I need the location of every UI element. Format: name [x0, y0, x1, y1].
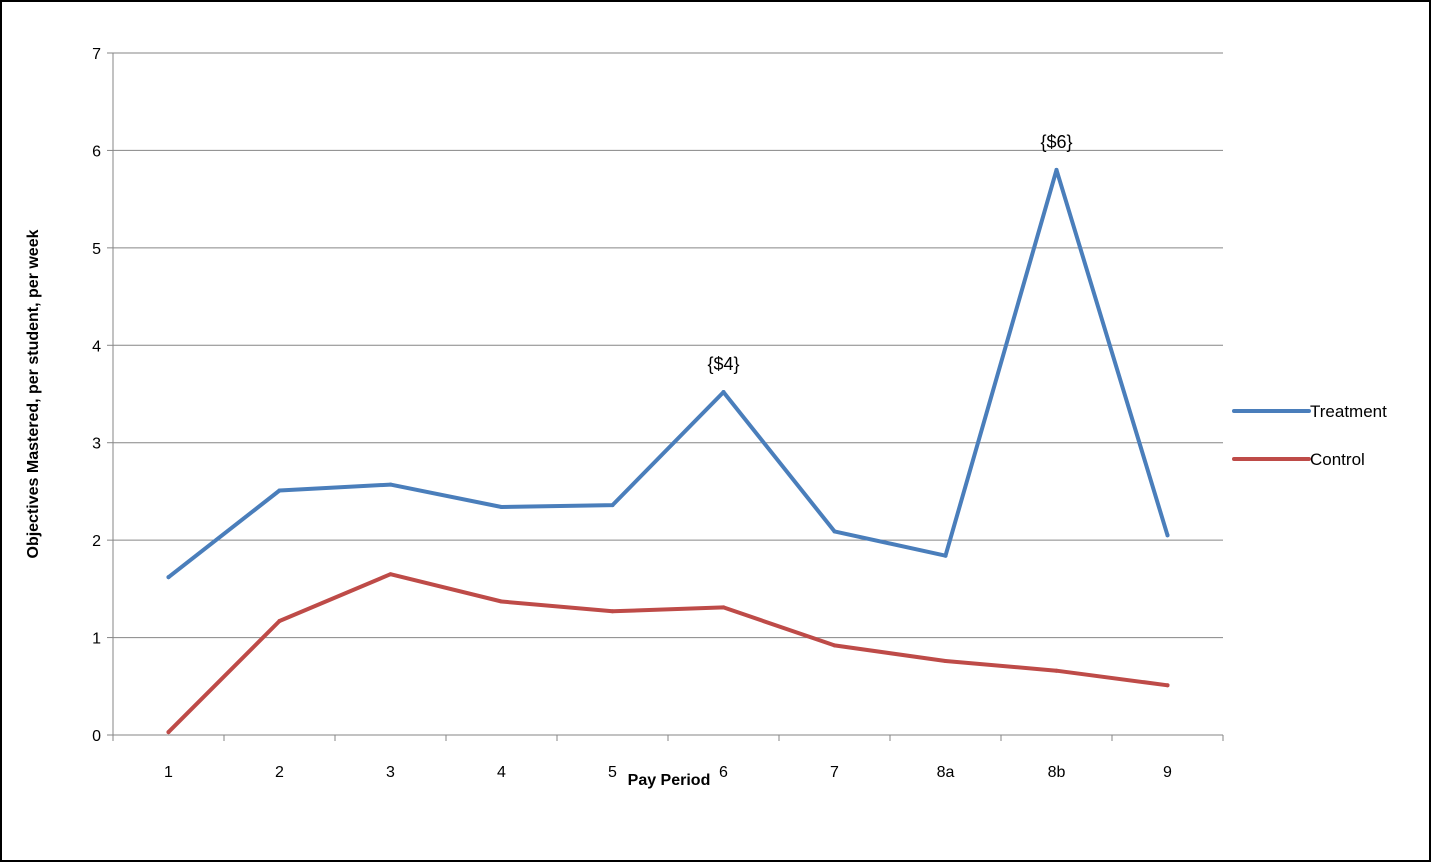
legend-label-treatment: Treatment — [1310, 402, 1387, 421]
series-line-control — [166, 572, 1170, 735]
data-point-treatment-5 — [610, 503, 615, 508]
data-point-treatment-1 — [166, 575, 171, 580]
data-point-control-8b — [1054, 668, 1059, 673]
y-tick-label-5: 5 — [92, 241, 101, 258]
data-point-treatment-8a — [943, 553, 948, 558]
y-tick-label-2: 2 — [92, 533, 101, 550]
x-tick-label-3: 3 — [386, 764, 395, 781]
data-point-treatment-9 — [1165, 533, 1170, 538]
data-point-treatment-8b — [1054, 167, 1059, 172]
legend: Treatment Control — [1232, 402, 1387, 469]
gridlines — [113, 52, 1223, 639]
x-tick-label-8a: 8a — [937, 764, 955, 781]
data-point-control-2 — [277, 619, 282, 624]
data-point-treatment-6 — [721, 390, 726, 395]
data-point-control-7 — [832, 643, 837, 648]
axes: 0 1 2 3 4 5 6 7 1 2 3 4 5 6 7 8a 8b 9 — [92, 46, 1224, 781]
y-tick-label-3: 3 — [92, 436, 101, 453]
data-point-control-3 — [388, 572, 393, 577]
data-point-treatment-3 — [388, 482, 393, 487]
data-point-control-4 — [499, 599, 504, 604]
y-tick-label-0: 0 — [92, 728, 101, 745]
annotations: {$4} {$6} — [707, 132, 1072, 374]
x-axis-title: Pay Period — [628, 772, 711, 789]
x-tick-label-9: 9 — [1163, 764, 1172, 781]
y-axis-title: Objectives Mastered, per student, per we… — [25, 229, 42, 558]
data-point-control-9 — [1165, 683, 1170, 688]
x-tick-label-8b: 8b — [1048, 764, 1066, 781]
x-tick-label-5: 5 — [608, 764, 617, 781]
y-tick-label-7: 7 — [92, 46, 101, 63]
series-lines — [166, 167, 1170, 735]
series-line-treatment — [166, 167, 1170, 580]
data-point-treatment-4 — [499, 505, 504, 510]
data-point-control-6 — [721, 605, 726, 610]
annotation-8b: {$6} — [1040, 132, 1072, 152]
legend-label-control: Control — [1310, 450, 1365, 469]
x-tick-label-6: 6 — [719, 764, 728, 781]
y-tick-label-6: 6 — [92, 143, 101, 160]
x-tick-label-7: 7 — [830, 764, 839, 781]
y-tick-label-4: 4 — [92, 338, 101, 355]
data-point-control-1 — [166, 730, 171, 735]
x-tick-label-4: 4 — [497, 764, 506, 781]
x-tick-label-1: 1 — [164, 764, 173, 781]
data-point-control-8a — [943, 658, 948, 663]
data-point-treatment-7 — [832, 529, 837, 534]
data-point-control-5 — [610, 609, 615, 614]
annotation-6: {$4} — [707, 354, 739, 374]
x-tick-label-2: 2 — [275, 764, 284, 781]
y-tick-label-1: 1 — [92, 631, 101, 648]
data-point-treatment-2 — [277, 488, 282, 493]
